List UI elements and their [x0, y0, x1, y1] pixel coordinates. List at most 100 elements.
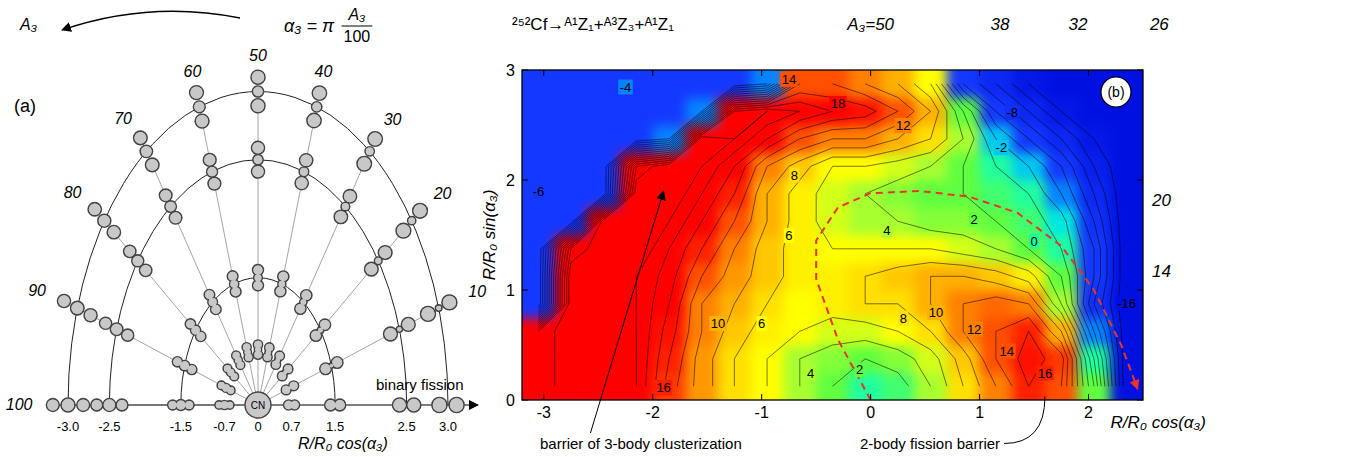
label-patch — [531, 184, 546, 199]
tick-label: -1.5 — [170, 419, 192, 434]
fragment-fill — [358, 157, 371, 170]
heat-cell — [947, 208, 980, 236]
tick-label: 0 — [254, 419, 261, 434]
heat-cell — [947, 373, 980, 401]
nuclear-shape — [334, 190, 356, 224]
fraction-bar — [342, 26, 373, 27]
fragment-fill — [344, 190, 356, 202]
fragment-fill — [196, 115, 208, 127]
fragment-fill — [408, 399, 420, 411]
y-tick — [522, 70, 528, 71]
ray-label: 60 — [184, 63, 202, 80]
fragment-outline — [207, 166, 218, 177]
nuclear-shape — [284, 400, 300, 410]
nuclear-shape — [365, 246, 392, 276]
heat-cell — [849, 373, 882, 401]
fragment-fill — [252, 100, 264, 112]
contour-label: 4 — [807, 366, 814, 381]
fragment-fill — [47, 399, 58, 410]
tick-label: -2.5 — [98, 419, 120, 434]
heat-cell — [1110, 153, 1143, 181]
ray-label: 40 — [315, 63, 333, 80]
y-tick-label: 3 — [506, 62, 515, 79]
fragment-fill — [228, 272, 237, 281]
fragment-fill — [180, 361, 189, 370]
fragment-fill — [104, 399, 115, 410]
x-tick — [1088, 394, 1089, 400]
x-tick-label: 0 — [866, 404, 875, 421]
label-patch — [994, 140, 1009, 155]
label-patch — [895, 118, 912, 133]
fragment-outline — [252, 165, 265, 178]
nuclear-shape — [185, 319, 206, 342]
contour-line — [538, 84, 1077, 387]
label-patch — [969, 212, 979, 227]
fragment-fill — [85, 310, 96, 321]
x-tick — [979, 70, 980, 76]
center-label: CN — [251, 400, 265, 411]
fragment-fill — [296, 177, 308, 189]
fragment-outline — [300, 154, 313, 167]
fragment-fill — [266, 350, 271, 355]
contour-line — [1029, 84, 1123, 387]
y-tick — [522, 290, 528, 291]
heat-cell — [980, 373, 1013, 401]
fragment-fill — [133, 256, 143, 266]
fragment-outline — [341, 202, 350, 211]
ring-arc — [68, 92, 448, 406]
x-tick — [870, 70, 871, 76]
nuclear-shape — [159, 189, 181, 224]
fragment-fill — [124, 246, 135, 257]
fragment-fill — [276, 287, 285, 296]
fragment-outline — [116, 399, 128, 411]
fragment-outline — [77, 399, 90, 412]
nuclear-shape — [295, 154, 313, 190]
nuclear-shape — [325, 399, 346, 411]
fragment-fill — [302, 291, 312, 301]
contour-line — [1012, 84, 1119, 387]
nuclear-shape — [421, 295, 457, 321]
fragment-fill — [78, 399, 89, 410]
fragment-outline — [190, 86, 204, 100]
fragment-fill — [169, 401, 177, 409]
fragment-fill — [221, 401, 229, 409]
nuclear-shape — [172, 357, 196, 375]
label-patch — [618, 80, 633, 95]
y-tick-label: 0 — [506, 392, 515, 409]
heat-cell — [914, 208, 947, 236]
label-patch — [757, 316, 767, 331]
fragment-fill — [279, 272, 288, 281]
annotation-arrow — [590, 191, 663, 433]
fragment-fill — [325, 400, 335, 410]
heat-cell — [914, 373, 947, 401]
fragment-fill — [209, 178, 220, 189]
heat-cell — [882, 373, 915, 401]
fragment-fill — [204, 154, 215, 165]
formula-lhs: α₃ = π — [284, 16, 335, 36]
fragment-fill — [284, 401, 292, 409]
nuclear-shape — [232, 351, 245, 369]
fragment-outline — [253, 155, 263, 165]
fragment-fill — [253, 265, 262, 274]
fragment-fill — [92, 400, 102, 410]
fragment-fill — [313, 87, 326, 100]
heat-cell — [947, 345, 980, 373]
fragment-outline — [251, 70, 265, 84]
tick-label: 0.7 — [283, 419, 301, 434]
fragment-outline — [407, 398, 421, 412]
label-patch — [1116, 296, 1138, 311]
x-axis-title: R/R₀ cos(α₃) — [1111, 413, 1206, 432]
ray-line — [258, 107, 317, 405]
arc-label: A₃ — [19, 16, 37, 33]
fragment-outline — [253, 280, 264, 291]
tick-label: 3.0 — [439, 419, 457, 434]
fragment-outline — [253, 265, 264, 276]
minimum-energy-path — [816, 191, 1137, 400]
heat-cell — [522, 318, 555, 346]
fragment-outline — [100, 317, 112, 329]
fragment-fill — [436, 306, 441, 311]
heat-cell — [685, 70, 718, 98]
heat-cell — [685, 125, 718, 153]
contour-line — [538, 84, 1101, 387]
fragment-outline — [307, 113, 321, 127]
